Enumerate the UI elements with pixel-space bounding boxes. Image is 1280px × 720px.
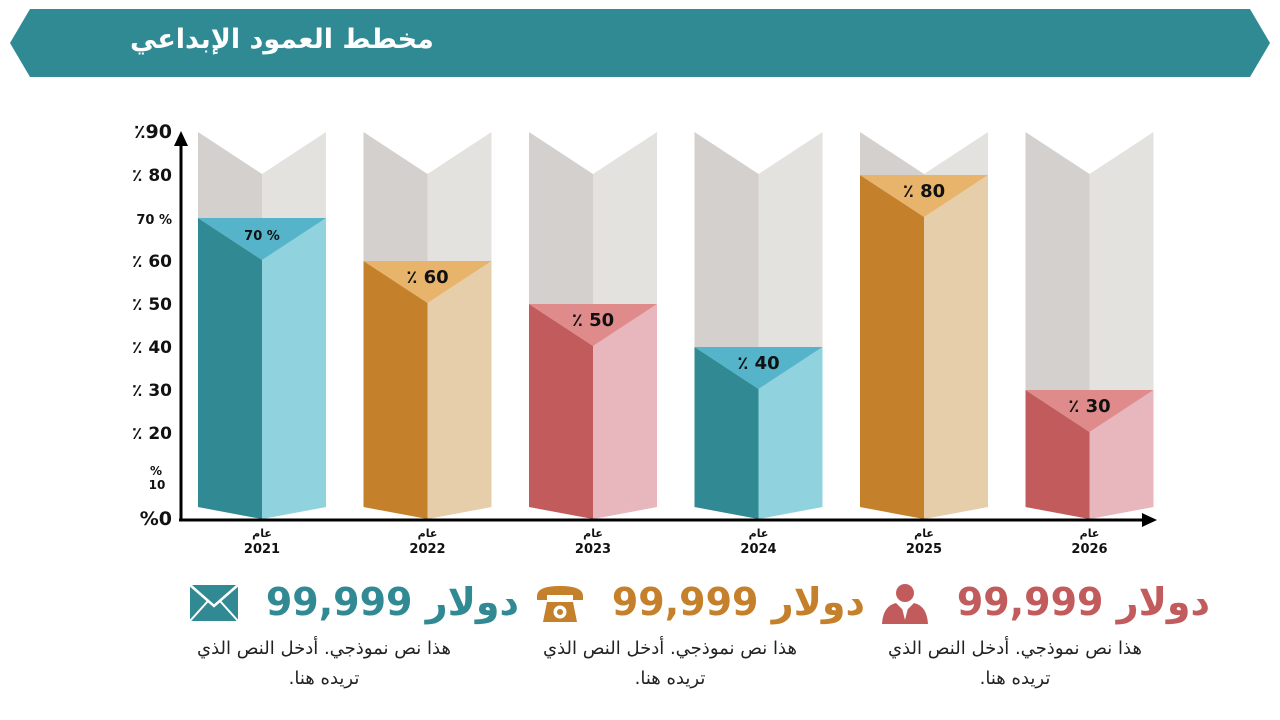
bar-value-right	[593, 304, 657, 519]
x-tick-word: عام	[1080, 527, 1100, 540]
y-tick-label: %0	[140, 508, 172, 530]
data-label: ٪ 80	[903, 181, 945, 202]
x-tick-word: عام	[418, 527, 438, 540]
bar-2025: ٪ 80	[860, 132, 988, 519]
title-banner	[10, 9, 1270, 77]
bar-value-right	[758, 347, 823, 519]
stat-description: هذا نص نموذجي. أدخل النص الذي تريده هنا.	[888, 638, 1142, 689]
bars-group: 70 % ٪ 60 ٪ 50 ٪ 40 ٪ 80 ٪ 30	[198, 132, 1154, 519]
page-title: مخطط العمود الإبداعي	[130, 24, 434, 55]
bar-chart: 70 % ٪ 60 ٪ 50 ٪ 40 ٪ 80 ٪ 30 %0%10 ٪ 20 ٪ 30 ٪ …	[132, 121, 1157, 557]
bar-value-cap	[529, 304, 657, 346]
data-label: ٪ 40	[737, 353, 779, 374]
person-icon	[882, 584, 928, 624]
bar-2026: ٪ 30	[1025, 132, 1154, 519]
x-tick-year: 2021	[244, 542, 280, 557]
data-label: ٪ 50	[572, 310, 614, 331]
y-axis-arrow	[174, 131, 188, 146]
bar-2023: ٪ 50	[529, 132, 657, 519]
data-label: ٪ 60	[406, 267, 448, 288]
axes-group	[174, 131, 1157, 527]
x-tick-year: 2026	[1071, 542, 1107, 557]
bar-value-left	[529, 304, 593, 519]
stat-description: هذا نص نموذجي. أدخل النص الذي تريده هنا.	[197, 638, 451, 689]
x-axis-arrow	[1142, 513, 1157, 527]
y-tick-label: ٪ 40	[132, 338, 172, 358]
y-tick-label: %	[150, 464, 162, 478]
bar-value-cap	[198, 218, 326, 260]
bar-value-left	[1025, 390, 1090, 519]
bar-value-right	[924, 175, 988, 519]
title-banner-shape	[10, 9, 1270, 77]
bar-value-cap	[860, 175, 988, 217]
bar-value-left	[198, 218, 262, 519]
x-tick-word: عام	[583, 527, 603, 540]
x-tick-year: 2025	[906, 542, 942, 557]
y-tick-label: 70 %	[136, 213, 172, 228]
x-tick-word: عام	[252, 527, 272, 540]
stat-amount: 99,999 دولار	[956, 580, 1210, 624]
data-label: ٪ 30	[1068, 396, 1110, 417]
bar-value-left	[860, 175, 924, 519]
y-tick-label: ٪ 20	[132, 424, 172, 444]
y-tick-label: ٪90	[134, 121, 172, 143]
y-tick-label: ٪ 80	[132, 166, 172, 186]
phone-icon	[537, 586, 583, 622]
y-tick-label: ٪ 60	[132, 252, 172, 272]
y-tick-label: ٪ 50	[132, 295, 172, 315]
stat-amount: 99,999 دولار	[611, 580, 865, 624]
bar-value-left	[694, 347, 759, 519]
x-tick-word: عام	[914, 527, 934, 540]
bar-2022: ٪ 60	[363, 132, 492, 519]
bar-value-cap	[363, 261, 492, 303]
x-tick-year: 2024	[740, 542, 776, 557]
bar-value-cap	[1025, 390, 1154, 432]
bar-value-right	[427, 261, 492, 519]
x-tick-word: عام	[749, 527, 769, 540]
envelope-icon	[189, 584, 239, 622]
stat-description: هذا نص نموذجي. أدخل النص الذي تريده هنا.	[543, 638, 797, 689]
bar-value-cap	[694, 347, 823, 389]
bar-value-right	[1089, 390, 1154, 519]
y-tick-label: ٪ 30	[132, 381, 172, 401]
bar-value-left	[363, 261, 428, 519]
bar-2021: 70 %	[198, 132, 326, 519]
data-label: 70 %	[244, 229, 280, 244]
bar-value-right	[262, 218, 326, 519]
bar-2024: ٪ 40	[694, 132, 823, 519]
y-tick-labels: %0%10 ٪ 20 ٪ 30 ٪ 40 ٪ 50 ٪ 60 70 % ٪ 80 ٪90	[132, 121, 172, 530]
x-tick-year: 2023	[575, 542, 611, 557]
stat-amount: 99,999 دولار	[265, 580, 519, 624]
x-tick-year: 2022	[409, 542, 445, 557]
x-tick-labels: عام 2021 عام 2022 عام 2023 عام 2024 عام 2025 عام 20…	[244, 527, 1108, 557]
y-tick-label: 10	[149, 478, 166, 492]
